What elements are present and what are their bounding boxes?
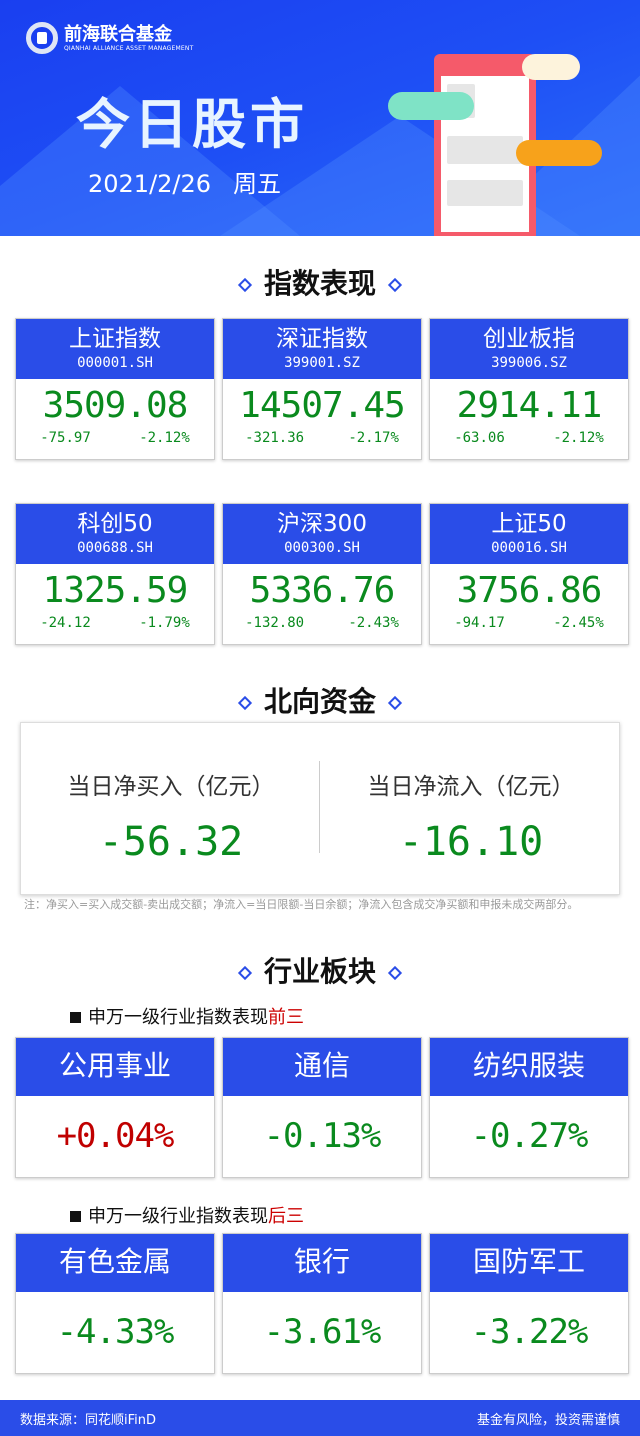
logo-icon	[26, 22, 58, 54]
index-code: 000688.SH	[77, 540, 153, 556]
index-name: 科创50	[77, 511, 153, 537]
index-value: 3509.08	[42, 385, 189, 426]
decor-mountain	[0, 86, 300, 236]
index-value: 2914.11	[456, 385, 603, 426]
index-name: 创业板指	[483, 326, 575, 352]
industry-card: 纺织服装 -0.27%	[429, 1037, 629, 1178]
industry-pct: -0.27%	[470, 1116, 589, 1156]
decor-bubble	[516, 140, 602, 166]
northbound-panel: 当日净买入（亿元） -56.32 当日净流入（亿元） -16.10	[20, 722, 620, 895]
industry-pct: -3.22%	[470, 1312, 589, 1352]
footnote: 注：净买入=买入成交额-卖出成交额；净流入=当日限额-当日余额；净流入包含成交净…	[24, 898, 579, 911]
subtitle-top3: 申万一级行业指数表现前三	[70, 1003, 304, 1029]
index-card: 科创50 000688.SH 1325.59 -24.12 -1.79%	[15, 503, 215, 645]
index-pct: -2.12%	[139, 430, 190, 446]
page-title: 今日股市	[76, 93, 308, 156]
index-pct: -1.79%	[139, 615, 190, 631]
index-change: -24.12	[40, 615, 91, 631]
industry-name: 国防军工	[472, 1245, 585, 1278]
index-code: 000016.SH	[491, 540, 567, 556]
subtitle-bottom3: 申万一级行业指数表现后三	[70, 1202, 304, 1228]
index-change: -94.17	[454, 615, 505, 631]
index-name: 深证指数	[276, 326, 368, 352]
industry-card: 公用事业 +0.04%	[15, 1037, 215, 1178]
industry-name: 纺织服装	[472, 1049, 585, 1082]
index-change: -75.97	[40, 430, 91, 446]
index-card: 上证指数 000001.SH 3509.08 -75.97 -2.12%	[15, 318, 215, 460]
index-code: 000001.SH	[77, 355, 153, 371]
index-value: 3756.86	[456, 570, 603, 611]
date: 2021/2/26 周五	[88, 170, 282, 198]
decor-bubble	[388, 92, 474, 120]
index-card: 深证指数 399001.SZ 14507.45 -321.36 -2.17%	[222, 318, 422, 460]
section-title-north: 北向资金	[0, 680, 640, 720]
industry-name: 通信	[293, 1049, 350, 1082]
index-pct: -2.45%	[553, 615, 604, 631]
index-value: 14507.45	[239, 385, 405, 426]
net-inflow-value: -16.10	[398, 819, 544, 865]
section-title-index: 指数表现	[0, 262, 640, 302]
index-card: 上证50 000016.SH 3756.86 -94.17 -2.45%	[429, 503, 629, 645]
index-change: -321.36	[245, 430, 305, 446]
index-pct: -2.12%	[553, 430, 604, 446]
index-name: 上证50	[491, 511, 567, 537]
footer: 数据来源：同花顺iFinD 基金有风险，投资需谨慎	[0, 1400, 640, 1436]
industry-name: 有色金属	[58, 1245, 171, 1278]
industry-pct: +0.04%	[56, 1116, 175, 1156]
section-title-industry: 行业板块	[0, 950, 640, 990]
industry-card: 通信 -0.13%	[222, 1037, 422, 1178]
index-change: -63.06	[454, 430, 505, 446]
index-change: -132.80	[245, 615, 305, 631]
industry-name: 公用事业	[58, 1049, 171, 1082]
industry-card: 国防军工 -3.22%	[429, 1233, 629, 1374]
decor-bubble	[522, 54, 580, 80]
index-pct: -2.43%	[348, 615, 399, 631]
index-pct: -2.17%	[348, 430, 399, 446]
index-name: 上证指数	[69, 326, 161, 352]
industry-pct: -4.33%	[56, 1312, 175, 1352]
index-value: 5336.76	[249, 570, 396, 611]
index-card: 沪深300 000300.SH 5336.76 -132.80 -2.43%	[222, 503, 422, 645]
industry-pct: -0.13%	[263, 1116, 382, 1156]
industry-card: 银行 -3.61%	[222, 1233, 422, 1374]
divider	[319, 761, 320, 853]
brand-logo: 前海联合基金 QIANHAI ALLIANCE ASSET MANAGEMENT	[26, 22, 193, 54]
index-value: 1325.59	[42, 570, 189, 611]
header-banner: 前海联合基金 QIANHAI ALLIANCE ASSET MANAGEMENT …	[0, 0, 640, 236]
index-name: 沪深300	[277, 511, 367, 537]
industry-card: 有色金属 -4.33%	[15, 1233, 215, 1374]
index-code: 399001.SZ	[284, 355, 360, 371]
phone-illustration-icon	[434, 54, 536, 236]
industry-pct: -3.61%	[263, 1312, 382, 1352]
net-buy-value: -56.32	[98, 819, 244, 865]
index-card: 创业板指 399006.SZ 2914.11 -63.06 -2.12%	[429, 318, 629, 460]
index-code: 399006.SZ	[491, 355, 567, 371]
industry-name: 银行	[293, 1245, 350, 1278]
index-code: 000300.SH	[284, 540, 360, 556]
